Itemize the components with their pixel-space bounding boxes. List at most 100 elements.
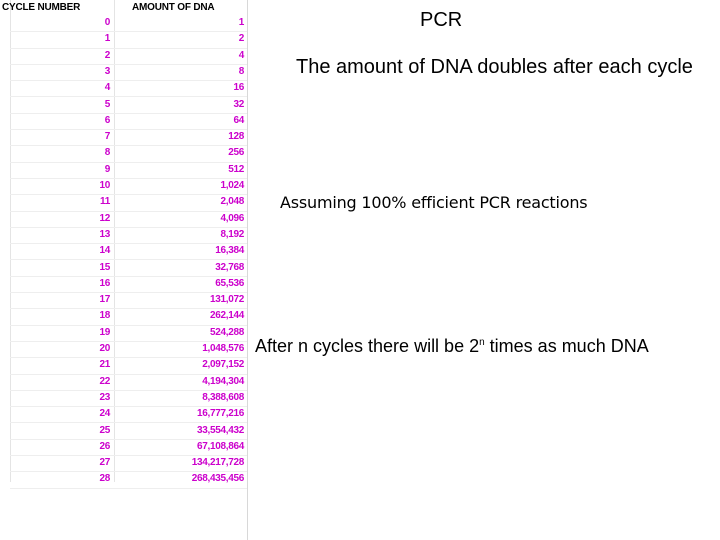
dna-amount-cell: 67,108,864: [196, 440, 244, 452]
cycle-number-cell: 21: [99, 359, 110, 371]
cycle-number-cell: 1: [104, 33, 111, 45]
dna-amount-cell: 1: [238, 17, 245, 28]
dna-amount-cell: 32: [233, 98, 244, 110]
cycle-number-cell: 14: [99, 245, 110, 257]
dna-amount-cell: 16,384: [215, 245, 244, 257]
cycle-number-cell: 26: [99, 440, 110, 452]
cycle-number-cell: 15: [99, 261, 110, 273]
dna-amount-cell: 33,554,432: [196, 424, 244, 436]
dna-amount-cell: 262,144: [209, 310, 244, 322]
dna-amount-cell: 128: [228, 131, 244, 143]
formula-exponent: n: [479, 337, 485, 348]
table-gridline: [10, 0, 11, 482]
dna-amount-cell: 256: [228, 147, 244, 159]
cycle-number-header: CYCLE NUMBER: [2, 2, 81, 13]
table-row: 21 2,097,152: [10, 358, 248, 375]
dna-amount-cell: 524,288: [209, 326, 244, 338]
amount-of-dna-header: AMOUNT OF DNA: [132, 2, 215, 13]
cycle-number-cell: 0: [104, 17, 111, 28]
cycle-number-cell: 9: [104, 163, 111, 175]
dna-amount-cell: 16,777,216: [196, 408, 244, 420]
cycle-number-cell: 10: [99, 180, 110, 191]
table-row: 19 524,288: [10, 326, 248, 342]
cycle-number-cell: 28: [99, 473, 110, 485]
dna-amount-cell: 65,536: [215, 277, 244, 289]
cycle-number-cell: 25: [99, 424, 110, 436]
table-row: 7 128: [10, 130, 248, 147]
cycle-number-cell: 4: [104, 82, 111, 94]
dna-amount-cell: 134,217,728: [191, 457, 245, 469]
dna-amount-cell: 32,768: [215, 261, 244, 273]
table-row: 22 4,194,304: [10, 375, 248, 391]
divider-line: [247, 0, 248, 540]
cycle-number-cell: 20: [99, 343, 110, 354]
doubling-formula: After n cycles there will be 2n times as…: [255, 336, 649, 357]
table-row: 5 32: [10, 98, 248, 114]
table-row: 6 64: [10, 114, 248, 131]
formula-text-after: times as much DNA: [484, 336, 649, 356]
dna-amount-cell: 2,048: [220, 196, 244, 208]
table-row: 10 1,024: [10, 179, 248, 196]
dna-amount-table: CYCLE NUMBER AMOUNT OF DNA 0 1 1 2 2 4 3 8 4 16 5 3…: [2, 0, 248, 489]
table-row: 28 268,435,456: [10, 472, 248, 489]
dna-amount-cell: 2,097,152: [202, 359, 244, 371]
table-row: 13 8,192: [10, 228, 248, 245]
table-row: 26 67,108,864: [10, 440, 248, 457]
table-row: 9 512: [10, 163, 248, 179]
dna-amount-cell: 8,192: [220, 228, 244, 240]
cycle-number-cell: 24: [99, 408, 110, 420]
dna-amount-cell: 268,435,456: [191, 473, 245, 485]
table-row: 27 134,217,728: [10, 456, 248, 473]
cycle-number-cell: 16: [99, 277, 110, 289]
table-row: 18 262,144: [10, 309, 248, 326]
table-row: 11 2,048: [10, 195, 248, 212]
table-row: 4 16: [10, 81, 248, 98]
table-row: 16 65,536: [10, 277, 248, 294]
dna-amount-cell: 2: [238, 33, 245, 45]
slide-title: PCR: [420, 9, 463, 31]
slide-subtitle: The amount of DNA doubles after each cyc…: [296, 56, 693, 78]
dna-amount-cell: 4,096: [220, 212, 244, 224]
cycle-number-cell: 18: [99, 310, 110, 322]
cycle-number-cell: 8: [104, 147, 111, 159]
table-row: 20 1,048,576: [10, 342, 248, 359]
cycle-number-cell: 17: [99, 294, 110, 306]
cycle-number-cell: 13: [99, 228, 110, 240]
cycle-number-cell: 12: [99, 212, 110, 224]
dna-amount-cell: 1,048,576: [202, 343, 244, 354]
table-row: 14 16,384: [10, 244, 248, 261]
table-row: 25 33,554,432: [10, 424, 248, 440]
assumption-note: Assuming 100% efficient PCR reactions: [280, 193, 588, 212]
cycle-number-cell: 5: [104, 98, 111, 110]
table-row: 17 131,072: [10, 293, 248, 310]
table-row: 8 256: [10, 146, 248, 163]
dna-amount-cell: 8: [238, 65, 245, 77]
cycle-number-cell: 22: [99, 375, 110, 387]
cycle-number-cell: 23: [99, 391, 110, 403]
dna-amount-cell: 4: [238, 49, 245, 61]
dna-amount-cell: 1,024: [220, 180, 244, 191]
dna-amount-cell: 8,388,608: [202, 391, 244, 403]
cycle-number-cell: 2: [104, 49, 111, 61]
cycle-number-cell: 27: [99, 457, 110, 469]
table-row: 24 16,777,216: [10, 407, 248, 424]
dna-amount-cell: 16: [233, 82, 244, 94]
cycle-number-cell: 6: [104, 114, 111, 126]
table-row: 15 32,768: [10, 261, 248, 277]
table-row: 23 8,388,608: [10, 391, 248, 408]
dna-amount-cell: 512: [228, 163, 244, 175]
dna-amount-cell: 131,072: [209, 294, 244, 306]
dna-amount-cell: 64: [233, 114, 244, 126]
cycle-number-cell: 11: [100, 196, 110, 208]
dna-amount-cell: 4,194,304: [202, 375, 244, 387]
cycle-number-cell: 3: [104, 65, 111, 77]
formula-text-before: After n cycles there will be 2: [255, 336, 480, 356]
cycle-number-cell: 19: [99, 326, 110, 338]
cycle-number-cell: 7: [104, 131, 111, 143]
table-gridline: [114, 0, 115, 482]
table-row: 12 4,096: [10, 212, 248, 228]
